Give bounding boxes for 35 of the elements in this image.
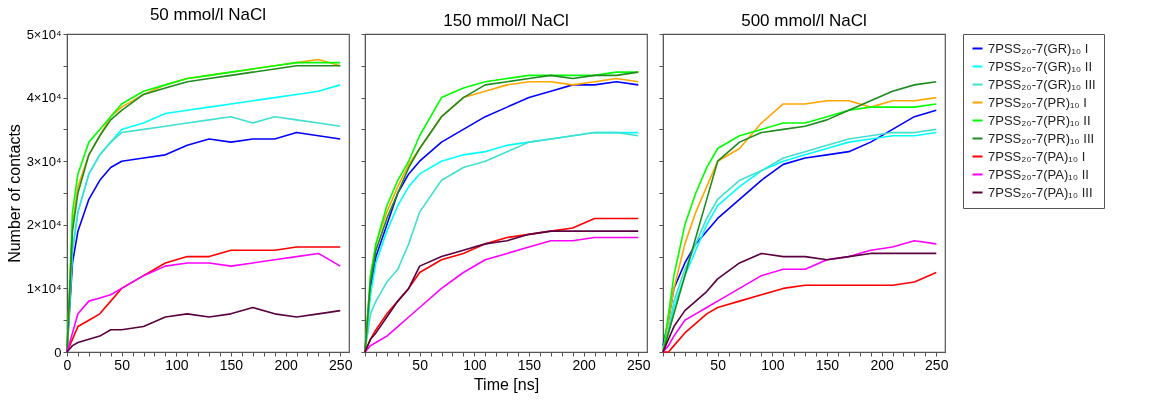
y-tick-label: 3×10⁴ <box>26 153 62 169</box>
legend-label: 7PSS₂₀-7(GR)₁₀ II <box>988 58 1093 74</box>
x-tick-label: 100 <box>761 356 785 373</box>
y-tick-label: 1×10⁴ <box>26 280 62 296</box>
x-tick-label: 100 <box>165 356 189 373</box>
x-tick-label: 200 <box>274 356 298 373</box>
x-tick-label: 150 <box>219 356 244 373</box>
x-tick-label: 50 <box>412 356 429 373</box>
x-tick-label: 200 <box>870 356 894 373</box>
x-tick-label: 150 <box>815 356 840 373</box>
legend-label: 7PSS₂₀-7(GR)₁₀ III <box>988 76 1096 92</box>
chart-title: 150 mmol/l NaCl <box>443 10 569 30</box>
y-tick-label: 4×10⁴ <box>26 90 62 106</box>
x-tick-label: 250 <box>329 356 353 373</box>
x-tick-label: 150 <box>517 356 542 373</box>
legend-label: 7PSS₂₀-7(PR)₁₀ II <box>988 112 1091 128</box>
legend-label: 7PSS₂₀-7(GR)₁₀ I <box>988 40 1089 56</box>
x-tick-label: 50 <box>114 356 131 373</box>
x-tick-label: 250 <box>925 356 949 373</box>
x-tick-label: 200 <box>572 356 596 373</box>
chart-title: 50 mmol/l NaCl <box>149 5 267 24</box>
legend-label: 7PSS₂₀-7(PR)₁₀ III <box>988 130 1095 146</box>
y-tick-label: 2×10⁴ <box>26 217 62 233</box>
y-tick-label: 0 <box>54 344 62 360</box>
x-axis-title: Time [ns] <box>473 375 540 393</box>
legend-label: 7PSS₂₀-7(PA)₁₀ II <box>988 166 1089 182</box>
x-tick-label: 100 <box>463 356 487 373</box>
legend-label: 7PSS₂₀-7(PA)₁₀ III <box>988 184 1093 200</box>
legend-label: 7PSS₂₀-7(PR)₁₀ I <box>988 94 1087 110</box>
x-tick-label: 250 <box>627 356 651 373</box>
chart-title: 500 mmol/l NaCl <box>741 10 867 30</box>
y-tick-label: 5×10⁴ <box>26 26 62 42</box>
x-tick-label: 50 <box>710 356 727 373</box>
legend-label: 7PSS₂₀-7(PA)₁₀ I <box>988 148 1086 164</box>
y-axis-title: Number of contacts <box>5 124 23 263</box>
